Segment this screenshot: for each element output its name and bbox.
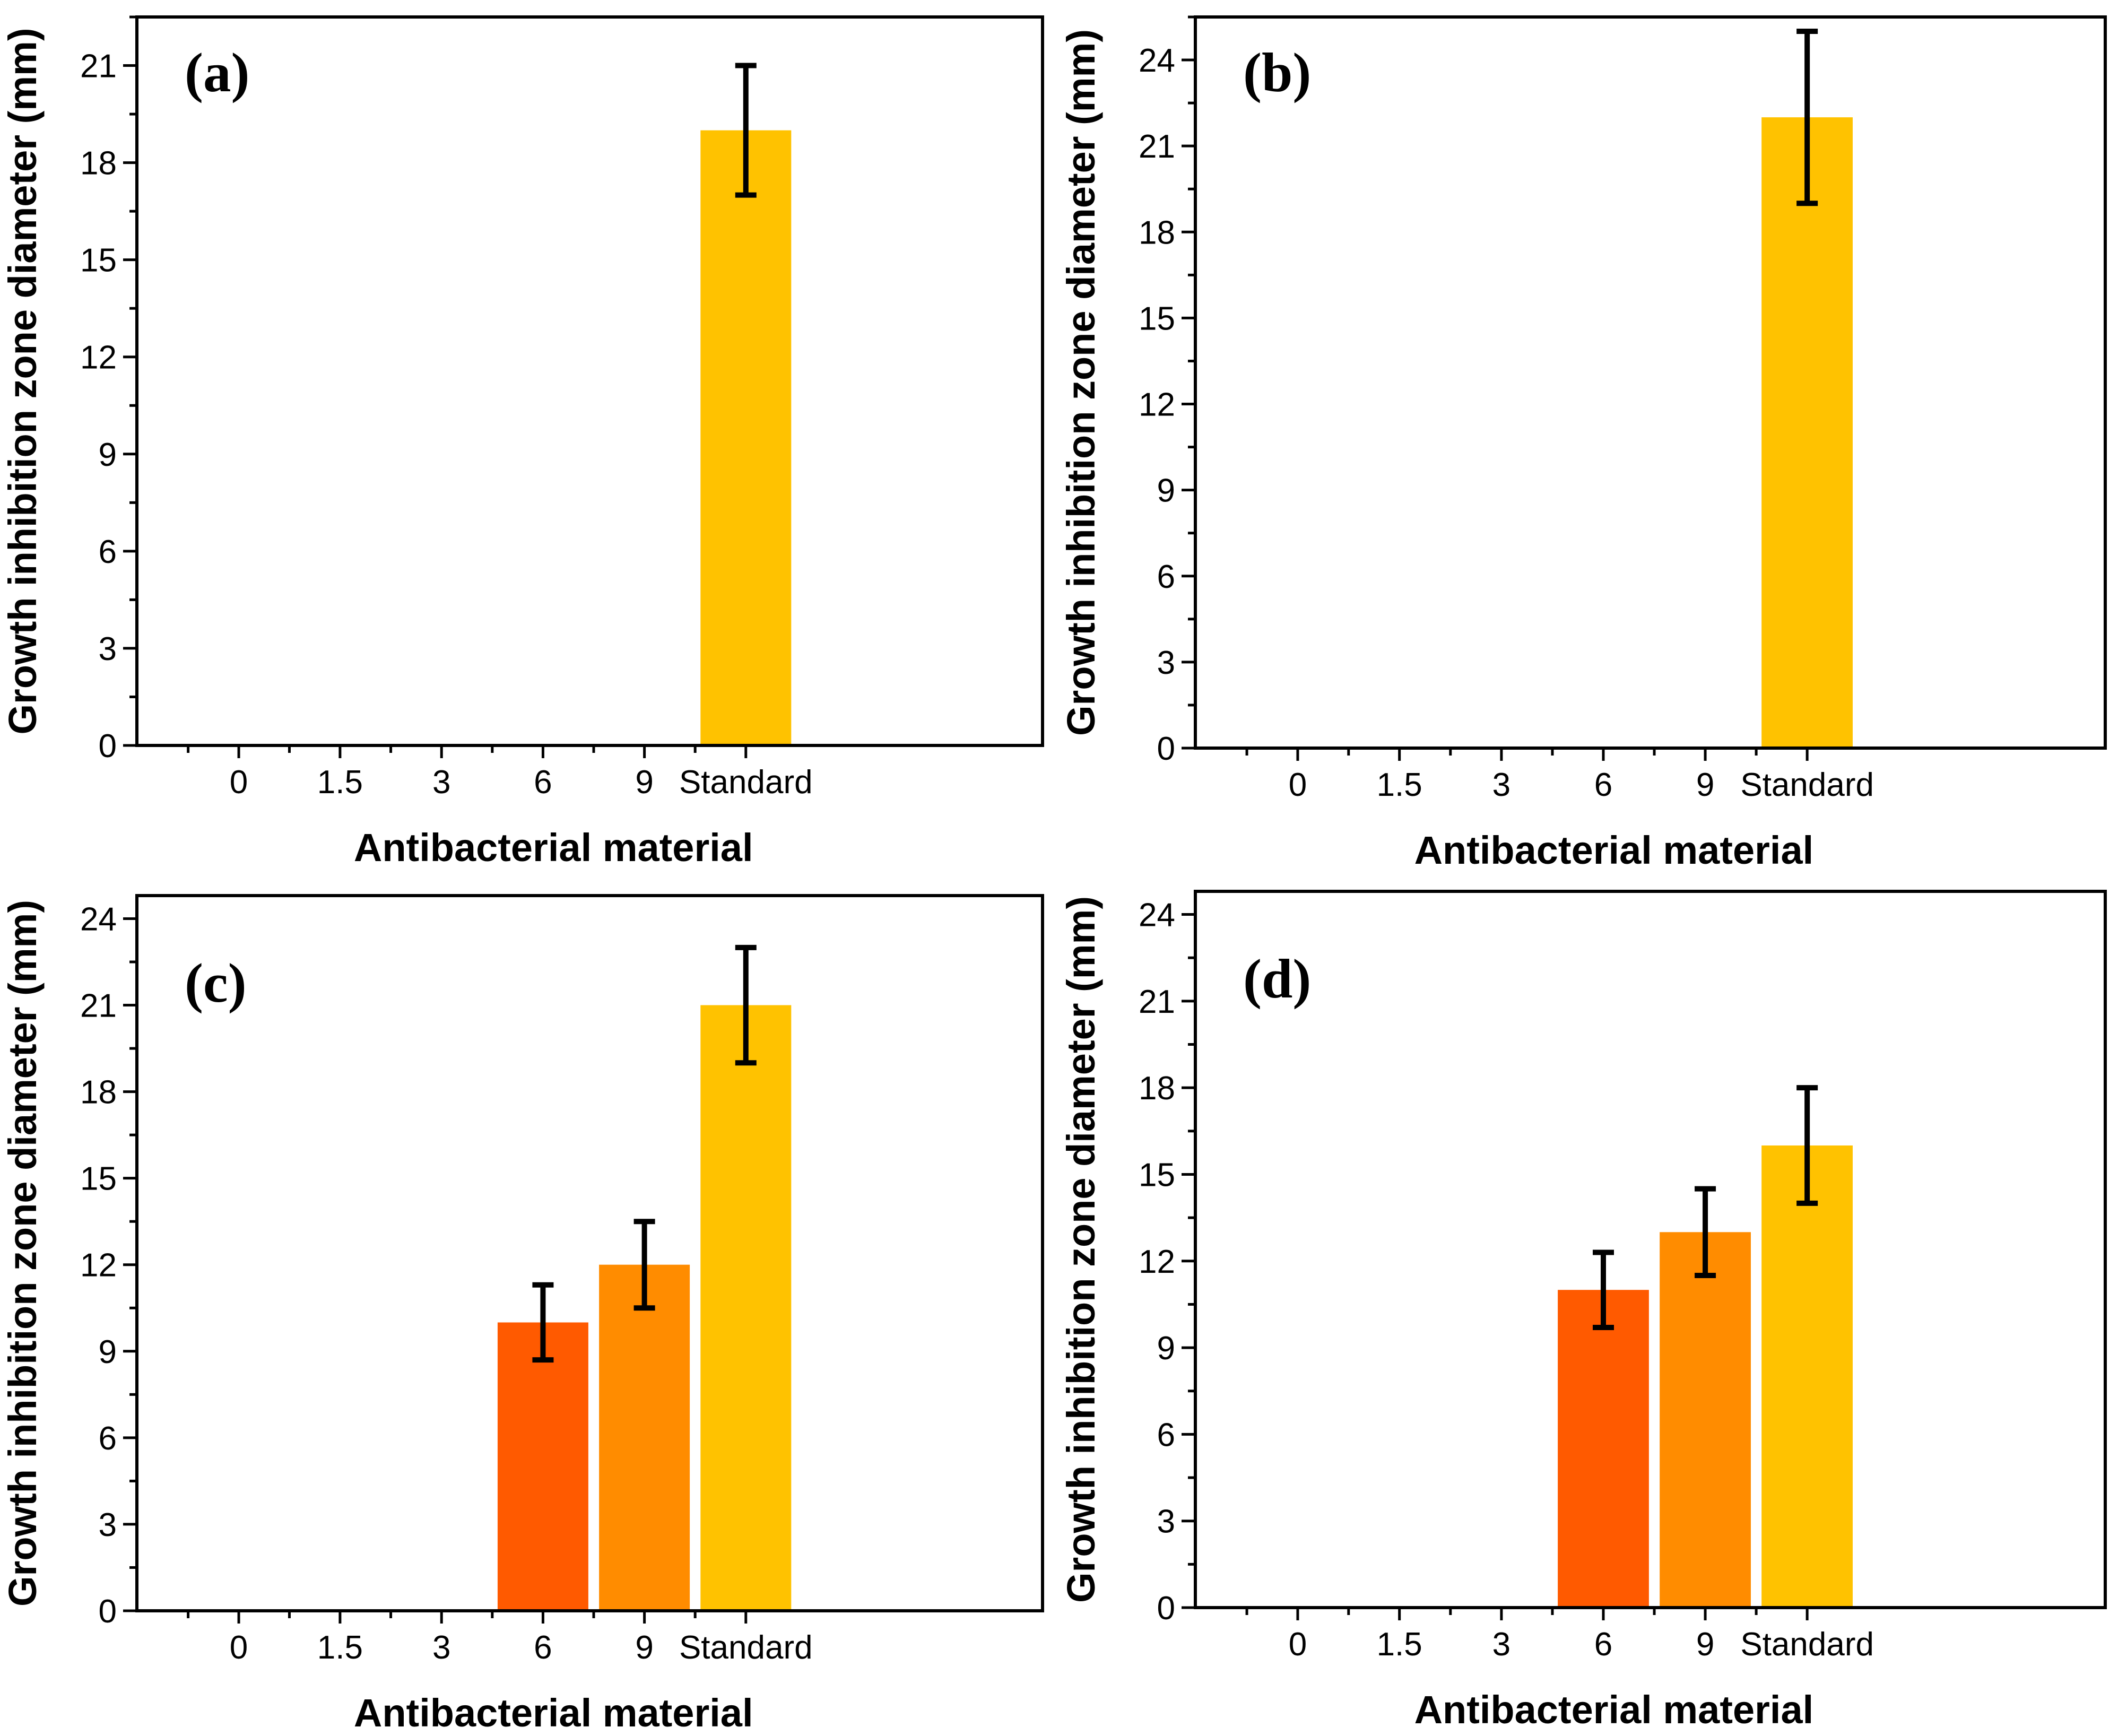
panel-a-x-tick-label: Standard	[679, 764, 813, 801]
panel-c-y-tick-label: 15	[80, 1161, 117, 1197]
panel-d-x-axis-title: Antibacterial material	[1414, 1688, 1814, 1732]
panel-c-axis-frame	[135, 894, 1044, 1612]
panel-b-y-tick-label: 18	[1139, 214, 1175, 251]
panel-b-y-tick-label: 3	[1157, 645, 1175, 681]
panel-d-y-tick-label: 21	[1139, 984, 1175, 1020]
panel-a-y-axis-title: Growth inhibition zone diameter (mm)	[1, 28, 45, 735]
panel-d-bar-9	[1660, 1232, 1751, 1608]
panel-a-y-tick-label: 21	[80, 48, 117, 85]
panel-b-y-tick-label: 24	[1139, 42, 1175, 79]
panel-b-bar-standard	[1761, 117, 1853, 749]
panel-b-x-tick-label: 6	[1594, 767, 1612, 803]
panel-b-y-axis-title: Growth inhibition zone diameter (mm)	[1059, 29, 1103, 736]
panel-a-y-tick-label: 0	[99, 728, 117, 765]
panel-a-y-tick-label: 18	[80, 145, 117, 182]
panel-b-y-tick-label: 21	[1139, 128, 1175, 165]
panel-d-x-tick-label: 1.5	[1377, 1626, 1422, 1663]
panel-c-y-tick-label: 21	[80, 988, 117, 1025]
panel-b-y-tick-label: 0	[1157, 731, 1175, 767]
panel-a-y-tick-label: 12	[80, 340, 117, 376]
panel-d-y-tick-label: 6	[1157, 1417, 1175, 1453]
panel-b-x-tick-label: 0	[1289, 767, 1307, 803]
panel-c-x-tick-label: Standard	[679, 1629, 813, 1666]
panel-d-y-tick-label: 3	[1157, 1504, 1175, 1540]
panel-d-bar-6	[1558, 1290, 1649, 1608]
panel-d-y-axis-title: Growth inhibition zone diameter (mm)	[1059, 896, 1103, 1603]
panel-b-x-tick-label: 1.5	[1377, 767, 1422, 803]
panel-a-y-tick-label: 15	[80, 242, 117, 279]
panel-b-y-tick-label: 6	[1157, 559, 1175, 595]
panel-c-x-tick-label: 0	[230, 1629, 248, 1666]
panel-c-bar-standard	[700, 1005, 792, 1611]
panel-a-label: (a)	[185, 41, 249, 103]
panel-a-x-axis-title: Antibacterial material	[354, 826, 753, 870]
panel-d-x-tick-label: 6	[1594, 1626, 1612, 1663]
panel-a-x-tick-label: 1.5	[317, 764, 363, 801]
panel-c: 0 3 6 9 12 15 18 21 24 0 1.5 3 6 9 Standard Antibacteri…	[1, 894, 1044, 1735]
panel-a-x-tick-label: 3	[432, 764, 450, 801]
panel-a-x-tick-label: 9	[635, 764, 653, 801]
panel-c-x-tick-label: 1.5	[317, 1629, 363, 1666]
panel-c-label: (c)	[185, 952, 247, 1014]
panel-b-x-axis-title: Antibacterial material	[1414, 828, 1814, 872]
panel-b-x-tick-label: 3	[1492, 767, 1510, 803]
panel-d-y-tick-label: 0	[1157, 1590, 1175, 1627]
panel-a-y-tick-label: 3	[99, 631, 117, 667]
panel-b-axis-frame	[1194, 15, 2107, 750]
panel-c-y-tick-label: 0	[99, 1593, 117, 1630]
panel-d-x-tick-label: 3	[1492, 1626, 1510, 1663]
panel-b-y-tick-label: 9	[1157, 473, 1175, 509]
panel-d-bar-standard	[1761, 1145, 1853, 1608]
panel-c-y-tick-label: 18	[80, 1074, 117, 1111]
panel-d-y-tick-label: 15	[1139, 1157, 1175, 1193]
panel-c-x-tick-label: 3	[432, 1629, 450, 1666]
panel-c-bar-9	[599, 1264, 690, 1611]
panel-a: 0 3 6 9 12 15 18 21 0 1.5 3 6 9 Standard Antibacterial…	[1, 15, 1044, 870]
panel-d-label: (d)	[1243, 948, 1311, 1010]
panel-b-y-tick-label: 15	[1139, 300, 1175, 337]
panel-a-axis-frame	[135, 15, 1044, 747]
panel-b-y-tick-label: 12	[1139, 387, 1175, 423]
panel-b: 0 3 6 9 12 15 18 21 24 0 1.5 3 6 9 Standard Antibacteri…	[1059, 15, 2107, 872]
panel-c-y-tick-label: 12	[80, 1247, 117, 1284]
panel-c-y-tick-label: 3	[99, 1507, 117, 1543]
panel-c-y-tick-label: 6	[99, 1420, 117, 1457]
panel-d-y-tick-label: 24	[1139, 897, 1175, 934]
panel-d-y-tick-label: 18	[1139, 1070, 1175, 1107]
panel-b-x-tick-label: 9	[1696, 767, 1714, 803]
panel-a-x-tick-label: 0	[230, 764, 248, 801]
panel-d-y-tick-label: 12	[1139, 1244, 1175, 1280]
panel-a-x-tick-label: 6	[534, 764, 552, 801]
panel-a-y-tick-label: 6	[99, 534, 117, 570]
panel-b-x-tick-label: Standard	[1740, 767, 1874, 803]
panel-c-x-tick-label: 6	[534, 1629, 552, 1666]
panel-d-x-tick-label: 9	[1696, 1626, 1714, 1663]
panel-d-y-tick-label: 9	[1157, 1330, 1175, 1367]
panel-a-bar-standard	[700, 130, 792, 746]
panel-b-label: (b)	[1243, 41, 1311, 103]
panel-d: 0 3 6 9 12 15 18 21 24 0 1.5 3 6 9 Standard Antibacteri…	[1059, 890, 2107, 1732]
panel-c-bar-6	[497, 1322, 588, 1611]
panel-d-x-tick-label: 0	[1289, 1626, 1307, 1663]
panel-d-x-tick-label: Standard	[1740, 1626, 1874, 1663]
panel-c-x-axis-title: Antibacterial material	[354, 1691, 753, 1735]
panel-d-axis-frame	[1194, 890, 2107, 1609]
panel-c-y-axis-title: Growth inhibition zone diameter (mm)	[1, 900, 45, 1607]
panel-c-y-tick-label: 24	[80, 901, 117, 938]
panel-a-y-tick-label: 9	[99, 437, 117, 473]
panel-c-y-tick-label: 9	[99, 1334, 117, 1370]
panel-c-x-tick-label: 9	[635, 1629, 653, 1666]
